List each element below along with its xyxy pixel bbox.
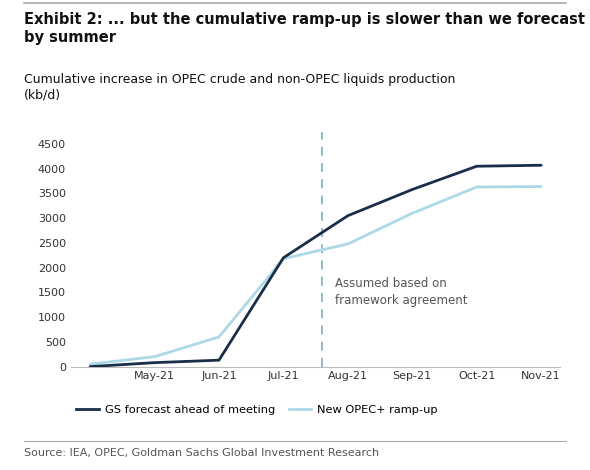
Text: Exhibit 2: ... but the cumulative ramp-up is slower than we forecast
by summer: Exhibit 2: ... but the cumulative ramp-u… [24, 12, 585, 45]
Text: Source: IEA, OPEC, Goldman Sachs Global Investment Research: Source: IEA, OPEC, Goldman Sachs Global … [24, 448, 379, 458]
Text: Assumed based on
framework agreement: Assumed based on framework agreement [335, 277, 467, 307]
Text: Cumulative increase in OPEC crude and non-OPEC liquids production
(kb/d): Cumulative increase in OPEC crude and no… [24, 73, 455, 102]
Legend: GS forecast ahead of meeting, New OPEC+ ramp-up: GS forecast ahead of meeting, New OPEC+ … [71, 400, 442, 420]
